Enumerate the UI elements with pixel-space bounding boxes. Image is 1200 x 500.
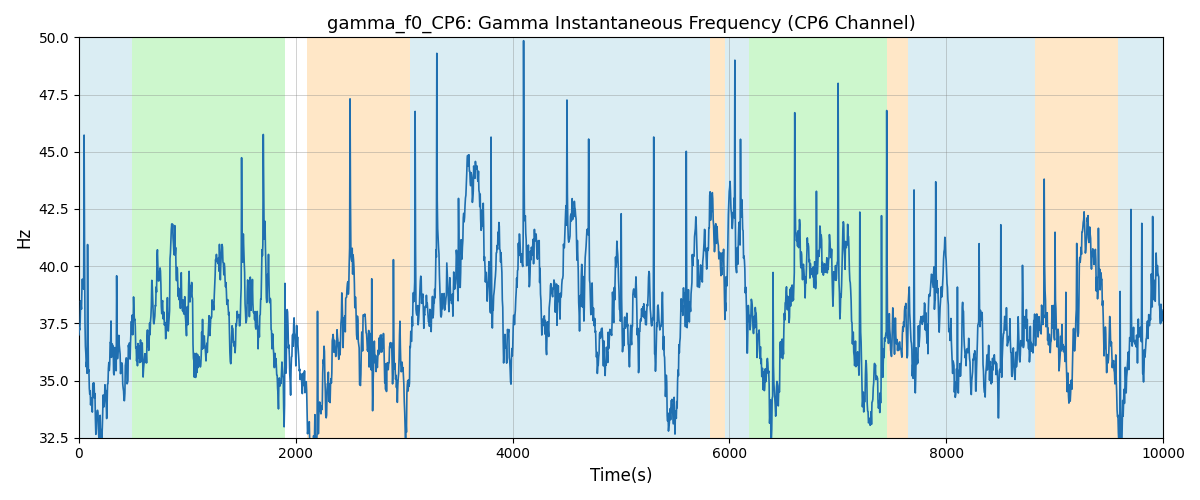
Bar [887, 38, 908, 438]
Bar [908, 38, 1036, 438]
Bar [710, 38, 725, 438]
Bar [1036, 38, 1117, 438]
Bar [409, 38, 710, 438]
Bar [132, 38, 284, 438]
Bar [79, 38, 132, 438]
Bar [306, 38, 409, 438]
Bar [1117, 38, 1163, 438]
Bar [725, 38, 749, 438]
Title: gamma_f0_CP6: Gamma Instantaneous Frequency (CP6 Channel): gamma_f0_CP6: Gamma Instantaneous Freque… [326, 15, 916, 34]
Y-axis label: Hz: Hz [14, 227, 34, 248]
X-axis label: Time(s): Time(s) [589, 467, 653, 485]
Bar [749, 38, 887, 438]
